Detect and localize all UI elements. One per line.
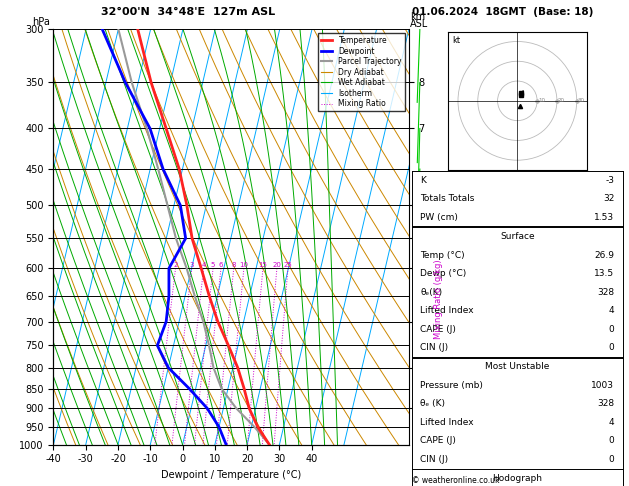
Text: 10: 10 [538, 98, 545, 104]
Text: Temp (°C): Temp (°C) [420, 251, 465, 260]
Text: 328: 328 [597, 288, 615, 296]
Text: 30: 30 [577, 98, 585, 104]
Text: CIN (J): CIN (J) [420, 455, 448, 464]
Text: 32: 32 [603, 194, 615, 203]
Text: © weatheronline.co.uk: © weatheronline.co.uk [412, 476, 499, 485]
Text: 328: 328 [597, 399, 615, 408]
Text: 8: 8 [231, 262, 236, 268]
Text: 0: 0 [608, 436, 615, 445]
Text: Lifted Index: Lifted Index [420, 306, 474, 315]
Text: kt: kt [452, 36, 460, 45]
Text: 26.9: 26.9 [594, 251, 615, 260]
Text: 1.53: 1.53 [594, 213, 615, 222]
Text: 15: 15 [259, 262, 267, 268]
X-axis label: Dewpoint / Temperature (°C): Dewpoint / Temperature (°C) [161, 470, 301, 480]
Text: 4: 4 [609, 418, 615, 427]
Text: 25: 25 [284, 262, 292, 268]
Text: θₑ (K): θₑ (K) [420, 399, 445, 408]
Text: hPa: hPa [33, 17, 50, 27]
Text: CAPE (J): CAPE (J) [420, 436, 456, 445]
Text: Surface: Surface [500, 232, 535, 241]
Text: K: K [420, 176, 426, 185]
Text: 5: 5 [211, 262, 215, 268]
Text: Lifted Index: Lifted Index [420, 418, 474, 427]
Text: 1003: 1003 [591, 381, 615, 390]
Text: 0: 0 [608, 455, 615, 464]
Text: Hodograph: Hodograph [493, 474, 542, 483]
Text: CAPE (J): CAPE (J) [420, 325, 456, 333]
Text: 20: 20 [272, 262, 281, 268]
Text: -3: -3 [605, 176, 615, 185]
Text: LCL: LCL [413, 367, 428, 377]
Text: 20: 20 [558, 98, 565, 104]
Text: 0: 0 [608, 343, 615, 352]
Text: PW (cm): PW (cm) [420, 213, 459, 222]
Text: 13.5: 13.5 [594, 269, 615, 278]
Text: Totals Totals: Totals Totals [420, 194, 475, 203]
Text: 4: 4 [201, 262, 206, 268]
Text: 4: 4 [609, 306, 615, 315]
Legend: Temperature, Dewpoint, Parcel Trajectory, Dry Adiabat, Wet Adiabat, Isotherm, Mi: Temperature, Dewpoint, Parcel Trajectory… [318, 33, 405, 111]
Text: ASL: ASL [410, 19, 428, 29]
Text: 01.06.2024  18GMT  (Base: 18): 01.06.2024 18GMT (Base: 18) [412, 7, 593, 17]
Text: Dewp (°C): Dewp (°C) [420, 269, 467, 278]
Text: Pressure (mb): Pressure (mb) [420, 381, 483, 390]
Text: 2: 2 [174, 262, 178, 268]
Text: 32°00'N  34°48'E  127m ASL: 32°00'N 34°48'E 127m ASL [101, 7, 276, 17]
Text: 6: 6 [219, 262, 223, 268]
Text: 0: 0 [608, 325, 615, 333]
Text: 3: 3 [189, 262, 194, 268]
Text: 10: 10 [240, 262, 248, 268]
Text: Mixing Ratio (g/kg): Mixing Ratio (g/kg) [434, 260, 443, 339]
Text: Most Unstable: Most Unstable [485, 363, 550, 371]
Text: CIN (J): CIN (J) [420, 343, 448, 352]
Text: θₑ(K): θₑ(K) [420, 288, 443, 296]
Text: km: km [410, 12, 425, 22]
